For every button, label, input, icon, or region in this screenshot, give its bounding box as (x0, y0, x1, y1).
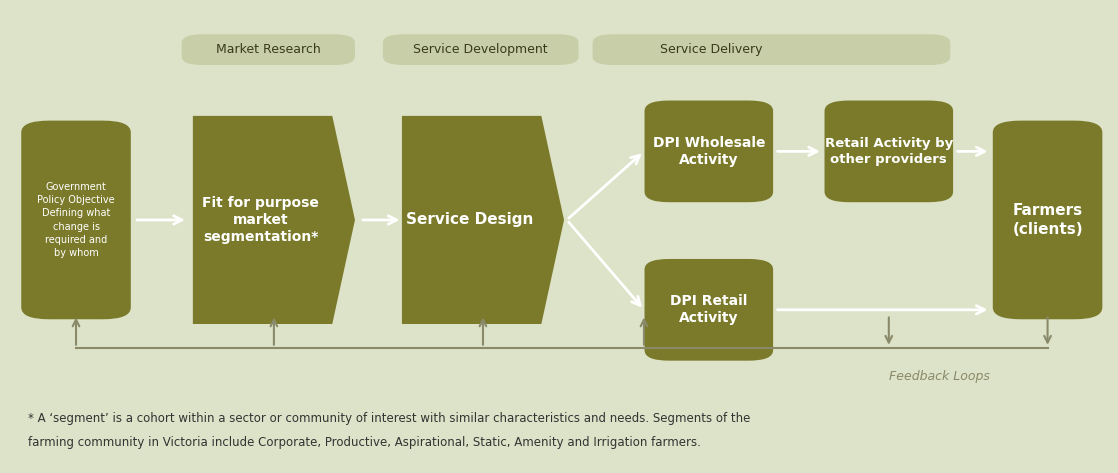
FancyBboxPatch shape (181, 35, 356, 65)
Text: * A ‘segment’ is a cohort within a sector or community of interest with similar : * A ‘segment’ is a cohort within a secto… (28, 412, 750, 425)
Text: DPI Retail
Activity: DPI Retail Activity (670, 294, 748, 325)
FancyBboxPatch shape (825, 101, 953, 202)
FancyBboxPatch shape (993, 121, 1102, 319)
Text: Service Development: Service Development (414, 43, 548, 56)
FancyBboxPatch shape (21, 121, 131, 319)
Text: Market Research: Market Research (216, 43, 321, 56)
FancyBboxPatch shape (644, 101, 774, 202)
Text: Feedback Loops: Feedback Loops (889, 369, 989, 383)
Text: Government
Policy Objective
Defining what
change is
required and
by whom: Government Policy Objective Defining wha… (37, 182, 115, 258)
Text: farming community in Victoria include Corporate, Productive, Aspirational, Stati: farming community in Victoria include Co… (28, 436, 701, 449)
Text: Service Delivery: Service Delivery (660, 43, 762, 56)
FancyBboxPatch shape (382, 35, 579, 65)
Text: Fit for purpose
market
segmentation*: Fit for purpose market segmentation* (202, 196, 319, 244)
Polygon shape (192, 116, 356, 324)
FancyBboxPatch shape (593, 35, 950, 65)
Text: Retail Activity by
other providers: Retail Activity by other providers (825, 137, 953, 166)
Text: DPI Wholesale
Activity: DPI Wholesale Activity (653, 136, 765, 167)
Polygon shape (402, 116, 563, 324)
Text: Farmers
(clients): Farmers (clients) (1012, 203, 1083, 237)
Text: Service Design: Service Design (406, 212, 533, 228)
FancyBboxPatch shape (644, 259, 774, 361)
